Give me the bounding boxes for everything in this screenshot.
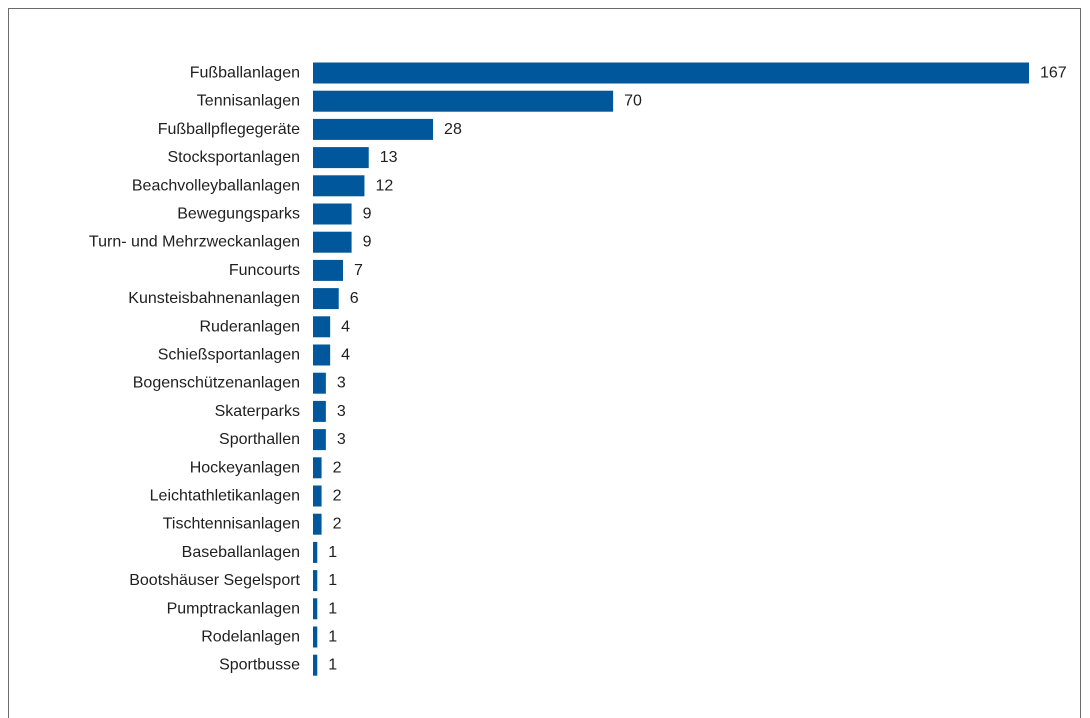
chart-frame — [8, 8, 1081, 718]
category-label: Sporthallen — [219, 431, 300, 448]
category-label: Stocksportanlagen — [167, 149, 300, 166]
value-label: 1 — [328, 544, 337, 561]
category-label: Hockeyanlagen — [190, 459, 300, 476]
category-label: Bootshäuser Segelsport — [129, 572, 300, 589]
category-label: Bewegungsparks — [177, 206, 300, 223]
value-label: 9 — [363, 206, 372, 223]
value-label: 2 — [333, 459, 342, 476]
bar — [313, 90, 614, 112]
value-label: 4 — [341, 347, 350, 364]
value-label: 2 — [333, 516, 342, 533]
category-label: Turn- und Mehrzweckanlagen — [89, 234, 300, 251]
value-label: 2 — [333, 488, 342, 505]
value-label: 9 — [363, 234, 372, 251]
bar — [313, 203, 352, 225]
category-label: Bogenschützenanlagen — [133, 375, 300, 392]
category-label: Tischtennisanlagen — [163, 516, 300, 533]
category-label: Fußballpflegegeräte — [158, 121, 300, 138]
category-label: Tennisanlagen — [197, 93, 300, 110]
bar — [313, 259, 344, 281]
bar — [313, 288, 339, 310]
value-label: 3 — [337, 403, 346, 420]
value-label: 3 — [337, 431, 346, 448]
value-label: 167 — [1040, 65, 1067, 82]
value-label: 70 — [624, 93, 642, 110]
bar — [313, 316, 331, 338]
bar — [313, 147, 369, 169]
value-label: 3 — [337, 375, 346, 392]
bar — [313, 400, 326, 422]
bar — [313, 654, 318, 676]
value-label: 1 — [328, 657, 337, 674]
value-label: 4 — [341, 318, 350, 335]
bar — [313, 62, 1029, 84]
bar — [313, 513, 322, 535]
category-label: Kunsteisbahnenanlagen — [128, 290, 300, 307]
bar — [313, 541, 318, 563]
value-label: 1 — [328, 572, 337, 589]
value-label: 13 — [380, 149, 398, 166]
category-label: Pumptrackanlagen — [167, 600, 300, 617]
bar — [313, 372, 326, 394]
bar — [313, 118, 434, 140]
category-label: Ruderanlagen — [199, 318, 300, 335]
value-label: 1 — [328, 629, 337, 646]
value-label: 6 — [350, 290, 359, 307]
bar — [313, 175, 365, 197]
bar — [313, 626, 318, 648]
category-label: Sportbusse — [219, 657, 300, 674]
bar — [313, 231, 352, 253]
bar — [313, 457, 322, 479]
value-label: 28 — [444, 121, 462, 138]
value-label: 7 — [354, 262, 363, 279]
category-label: Fußballanlagen — [190, 65, 300, 82]
category-label: Rodelanlagen — [201, 629, 300, 646]
bar — [313, 485, 322, 507]
bar — [313, 598, 318, 620]
value-label: 12 — [375, 177, 393, 194]
bar — [313, 570, 318, 592]
category-label: Skaterparks — [215, 403, 300, 420]
category-label: Leichtathletikanlagen — [150, 488, 300, 505]
category-label: Beachvolleyballanlagen — [132, 177, 300, 194]
category-label: Baseballanlagen — [182, 544, 300, 561]
bar — [313, 429, 326, 451]
category-label: Funcourts — [229, 262, 300, 279]
bar — [313, 344, 331, 366]
value-label: 1 — [328, 600, 337, 617]
category-label: Schießsportanlagen — [158, 347, 300, 364]
